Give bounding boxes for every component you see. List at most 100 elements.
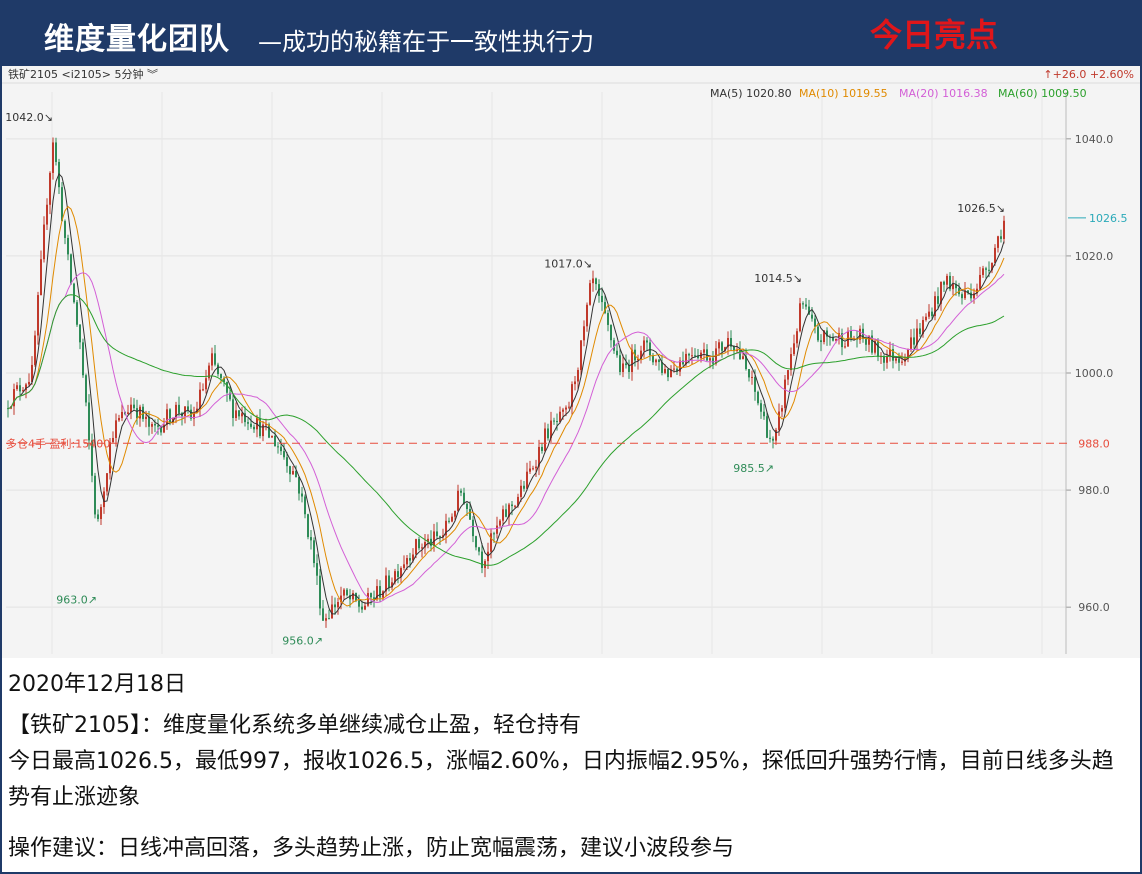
candle-body [733, 346, 735, 351]
candle-body [979, 274, 981, 289]
candle-body [448, 520, 450, 522]
candle-body [271, 435, 273, 438]
candle-body [892, 349, 894, 361]
candle-body [823, 330, 825, 343]
candle-body [460, 490, 462, 493]
candle-body [931, 311, 933, 317]
candle-body [553, 420, 555, 422]
candle-body [262, 424, 264, 437]
candle-body [817, 326, 819, 341]
candle-body [844, 346, 846, 348]
candle-body [346, 589, 348, 596]
candle-body [673, 368, 675, 370]
last-price-label: 1026.5 [1089, 212, 1128, 225]
candle-body [325, 618, 327, 621]
candle-body [322, 608, 324, 621]
candle-body [850, 330, 852, 339]
candle-body [478, 547, 480, 552]
candle-body [661, 362, 663, 373]
candle-body [646, 340, 648, 343]
candle-body [163, 424, 165, 433]
candle-body [355, 593, 357, 601]
candle-body [223, 377, 225, 383]
candle-body [199, 389, 201, 409]
candle-body [403, 564, 405, 569]
candle-body [610, 324, 612, 341]
candle-body [247, 422, 249, 424]
candle-body [841, 333, 843, 348]
ma-legend-0: MA(5) 1020.80 [710, 87, 792, 100]
candle-body [217, 364, 219, 375]
report-date: 2020年12月18日 [8, 672, 186, 697]
candle-body [139, 406, 141, 419]
candle-body [1003, 220, 1005, 239]
candle-body [766, 416, 768, 438]
candle-body [304, 496, 306, 515]
candle-body [1000, 236, 1002, 239]
candle-body [328, 618, 330, 620]
candle-body [55, 142, 57, 162]
candle-body [493, 533, 495, 535]
candle-body [784, 379, 786, 409]
candle-body [49, 172, 51, 205]
candle-body [370, 593, 372, 598]
candle-body [211, 353, 213, 366]
candle-body [280, 446, 282, 452]
ma20-line [7, 272, 1005, 604]
candle-body [991, 262, 993, 271]
candle-body [745, 356, 747, 370]
kline-chart[interactable]: 铁矿2105 <i2105> 5分钟 ︾ ↑+26.0 +2.60% 960.0 98… [2, 66, 1140, 658]
candle-body [250, 423, 252, 427]
candle-body [721, 342, 723, 351]
candle-body [76, 302, 78, 325]
candle-body [70, 254, 72, 284]
candle-body [145, 416, 147, 419]
candle-body [445, 520, 447, 536]
candle-body [604, 302, 606, 314]
candle-body [319, 575, 321, 609]
candle-body [274, 435, 276, 447]
candle-body [418, 539, 420, 549]
candle-body [694, 355, 696, 357]
candle-body [94, 475, 96, 515]
candle-body [43, 224, 45, 260]
candle-body [625, 363, 627, 366]
candle-body [946, 275, 948, 285]
candle-body [361, 606, 363, 610]
candle-body [655, 359, 657, 363]
candle-body [571, 384, 573, 407]
candle-body [751, 376, 753, 378]
ma5-line [7, 172, 1005, 615]
candle-body [136, 408, 138, 419]
kline-chart-panel[interactable]: 铁矿2105 <i2105> 5分钟 ︾ ↑+26.0 +2.60% 960.0 98… [2, 66, 1140, 658]
team-slogan: —成功的秘籍在于一致性执行力 [258, 28, 594, 56]
candle-body [736, 349, 738, 351]
candle-body [373, 597, 375, 599]
symbol-label: 铁矿2105 <i2105> 5分钟 ︾ [8, 67, 158, 81]
candle-body [337, 602, 339, 608]
candle-body [967, 290, 969, 293]
candle-body [649, 342, 651, 356]
candle-body [85, 375, 87, 403]
candle-body [298, 477, 300, 494]
candle-body [697, 355, 699, 359]
candle-body [877, 340, 879, 357]
candle-body [682, 360, 684, 365]
candle-body [268, 424, 270, 438]
candle-body [265, 424, 267, 426]
candle-body [406, 558, 408, 565]
candle-body [25, 384, 27, 391]
candle-body [997, 236, 999, 248]
candle-body [952, 284, 954, 290]
candle-body [901, 361, 903, 363]
candle-body [541, 446, 543, 451]
candle-body [838, 333, 840, 339]
candle-body [640, 350, 642, 359]
candle-body [112, 437, 114, 443]
candle-body [40, 259, 42, 296]
candle-body [130, 404, 132, 413]
candle-body [643, 340, 645, 351]
candle-body [532, 468, 534, 470]
candle-body [637, 358, 639, 361]
candle-body [301, 493, 303, 497]
